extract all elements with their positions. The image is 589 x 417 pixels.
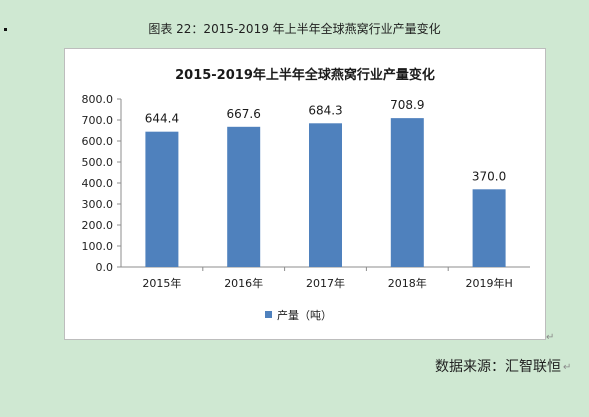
bar: [309, 123, 342, 267]
legend-swatch: [265, 311, 272, 318]
data-label: 708.9: [390, 98, 424, 112]
legend-label: 产量（吨）: [277, 308, 332, 322]
x-tick-label: 2019年H: [465, 276, 512, 290]
chart-frame: 2015-2019年上半年全球燕窝行业产量变化 800.0 700.0 600.0 50…: [64, 48, 546, 340]
data-label: 684.3: [308, 103, 342, 117]
x-tick-label: 2017年: [306, 276, 345, 290]
y-tick-label: 600.0: [82, 135, 114, 148]
y-tick-label: 0.0: [96, 261, 114, 274]
figure-caption: 图表 22：2015-2019 年上半年全球燕窝行业产量变化: [148, 22, 441, 36]
bar: [145, 131, 179, 267]
paragraph-mark: ↵: [563, 362, 572, 373]
x-tick-label: 2015年: [142, 276, 181, 290]
y-tick-label: 700.0: [82, 114, 114, 127]
bar: [390, 118, 424, 267]
y-tick-label: 100.0: [82, 240, 114, 253]
y-tick-label: 400.0: [82, 177, 114, 190]
list-bullet: [4, 28, 7, 31]
bar: [472, 189, 506, 267]
paragraph-mark: ↵: [546, 332, 555, 343]
bar-chart: 2015-2019年上半年全球燕窝行业产量变化 800.0 700.0 600.0 50…: [82, 67, 530, 322]
y-tick-label: 300.0: [82, 198, 114, 211]
y-tick-label: 800.0: [82, 93, 114, 106]
data-label: 644.4: [145, 112, 179, 126]
source-note: 数据来源：汇智联恒: [435, 359, 561, 375]
data-label: 667.6: [227, 107, 261, 121]
x-tick-label: 2018年: [388, 276, 427, 290]
bar: [227, 126, 261, 267]
y-tick-label: 500.0: [82, 156, 114, 169]
data-label: 370.0: [472, 169, 506, 183]
chart-title: 2015-2019年上半年全球燕窝行业产量变化: [175, 67, 435, 83]
x-tick-label: 2016年: [224, 276, 263, 290]
y-tick-label: 200.0: [82, 219, 114, 232]
